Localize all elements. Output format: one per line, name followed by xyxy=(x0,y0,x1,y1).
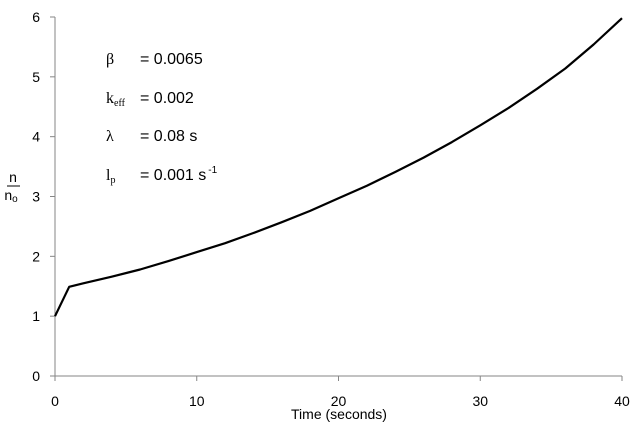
parameter-annotations: β = 0.0065 keff = 0.002 λ = 0.08 s lp = 0.001 s… xyxy=(106,51,218,186)
y-tick-label: 3 xyxy=(32,189,40,205)
annotation-symbol-main: k xyxy=(106,90,114,107)
annotation-value-main: = 0.002 xyxy=(140,90,194,107)
x-tick-label: 40 xyxy=(614,393,630,409)
annotation-symbol: lp xyxy=(106,167,115,186)
annotation-value: = 0.08 s xyxy=(140,128,197,145)
axis-labels: Time (seconds) n no xyxy=(4,169,387,422)
annotation-symbol: λ xyxy=(106,128,114,145)
y-tick-label: 0 xyxy=(32,368,40,384)
annotation-symbol-sub: eff xyxy=(114,98,126,109)
y-tick-label: 6 xyxy=(32,9,40,25)
y-tick-label: 4 xyxy=(32,129,40,145)
annotation-symbol: keff xyxy=(106,90,126,109)
y-axis-title-denominator: no xyxy=(4,187,18,205)
y-axis-title-denominator-sub: o xyxy=(12,194,18,205)
annotation-value-main: = 0.0065 xyxy=(140,51,203,68)
annotation-value: = 0.0065 xyxy=(140,51,203,68)
annotation-symbol-main: λ xyxy=(106,128,114,145)
y-tick-label: 1 xyxy=(32,308,40,324)
x-tick-label: 20 xyxy=(331,393,347,409)
y-axis-title-numerator: n xyxy=(9,169,17,185)
annotation-symbol-main: β xyxy=(106,51,114,68)
annotation-value-sup: -1 xyxy=(208,165,217,176)
annotation-value: = 0.001 s -1 xyxy=(140,165,218,184)
y-tick-label: 2 xyxy=(32,248,40,264)
series-line xyxy=(54,17,623,317)
ticks: 0 1 2 3 4 5 6 0 10 20 30 40 xyxy=(32,9,630,409)
y-tick-label: 5 xyxy=(32,69,40,85)
annotation-value: = 0.002 xyxy=(140,90,194,107)
annotation-symbol-sub: p xyxy=(110,175,115,186)
annotation-value-main: = 0.08 s xyxy=(140,128,197,145)
x-axis-title: Time (seconds) xyxy=(291,406,387,422)
annotation-symbol-main: l xyxy=(106,167,111,184)
annotation-symbol: β xyxy=(106,51,114,68)
x-tick-label: 10 xyxy=(189,393,205,409)
x-tick-label: 0 xyxy=(51,393,59,409)
annotation-value-main: = 0.001 s xyxy=(140,167,206,184)
y-axis-title-denominator-main: n xyxy=(4,187,12,203)
x-tick-label: 30 xyxy=(472,393,488,409)
axes xyxy=(54,17,622,377)
series xyxy=(54,17,623,317)
